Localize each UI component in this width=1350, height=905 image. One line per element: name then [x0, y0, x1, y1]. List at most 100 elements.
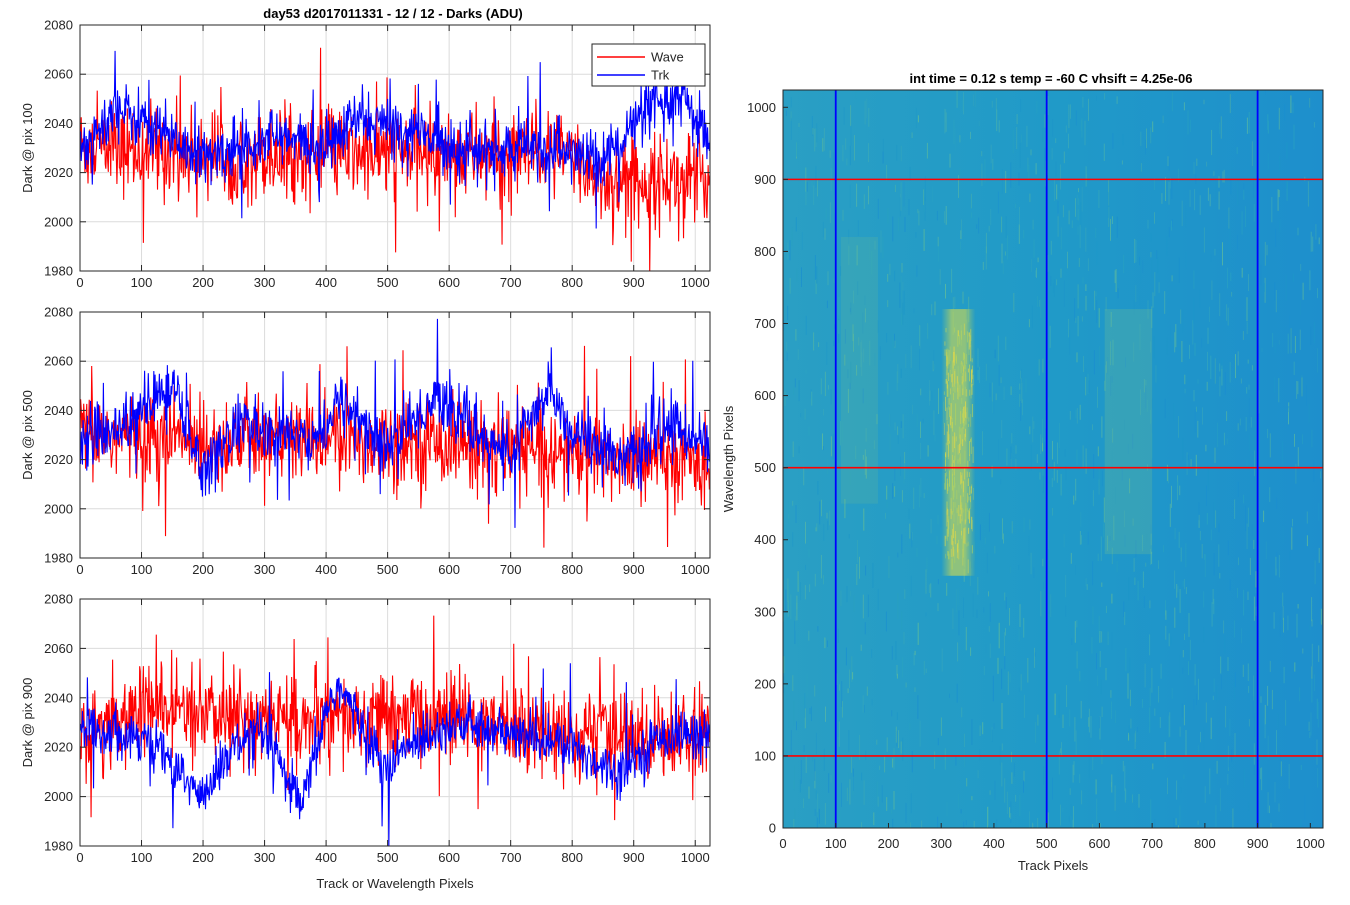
y-tick-label: 900: [754, 172, 776, 187]
figure-title: day53 d2017011331 - 12 / 12 - Darks (ADU…: [263, 6, 522, 21]
series-line-trk: [80, 50, 710, 229]
y-tick-label: 2040: [44, 403, 73, 418]
y-tick-label: 2060: [44, 354, 73, 369]
x-tick-label: 100: [131, 850, 153, 865]
x-tick-label: 500: [1036, 836, 1058, 851]
y-tick-label: 2080: [44, 18, 73, 33]
x-tick-label: 500: [377, 850, 399, 865]
y-tick-label: 600: [754, 388, 776, 403]
x-tick-label: 400: [983, 836, 1005, 851]
y-axis-label: Dark @ pix 900: [20, 678, 35, 768]
heatmap-image: [783, 90, 1323, 828]
x-tick-label: 600: [438, 275, 460, 290]
x-tick-label: 600: [438, 562, 460, 577]
y-tick-label: 800: [754, 244, 776, 259]
y-tick-label: 1980: [44, 551, 73, 566]
x-tick-label: 700: [500, 850, 522, 865]
x-tick-label: 600: [1089, 836, 1111, 851]
x-tick-label: 900: [623, 850, 645, 865]
x-tick-label: 800: [1194, 836, 1216, 851]
y-tick-label: 100: [754, 748, 776, 763]
x-tick-label: 800: [561, 562, 583, 577]
shared-x-axis-label: Track or Wavelength Pixels: [316, 876, 474, 891]
y-tick-label: 0: [769, 821, 776, 836]
x-tick-label: 200: [878, 836, 900, 851]
plot-pix-100: 0 100 200 300 400 500 600 700 800 900 1000 1980 2000…: [20, 18, 711, 290]
heatmap-axes-box: [782, 89, 1324, 829]
y-axis-label: Dark @ pix 500: [20, 390, 35, 480]
y-tick-label: 300: [754, 604, 776, 619]
y-tick-label: 500: [754, 460, 776, 475]
x-tick-label: 700: [500, 562, 522, 577]
x-tick-label: 400: [315, 850, 337, 865]
y-tick-label: 1980: [44, 839, 73, 854]
faint-band: [1104, 309, 1153, 555]
x-tick-label: 100: [825, 836, 847, 851]
x-tick-label: 500: [377, 275, 399, 290]
y-tick-label: 400: [754, 532, 776, 547]
y-tick-label: 2040: [44, 690, 73, 705]
x-tick-label: 100: [131, 562, 153, 577]
x-tick-label: 300: [254, 850, 276, 865]
x-tick-label: 0: [76, 562, 83, 577]
heatmap-y-axis-label: Wavelength Pixels: [721, 405, 736, 512]
y-tick-label: 2040: [44, 116, 73, 131]
legend-label-wave: Wave: [651, 50, 684, 65]
y-tick-label: 2060: [44, 67, 73, 82]
x-tick-label: 1000: [681, 562, 710, 577]
legend: Wave Trk: [591, 43, 706, 87]
y-tick-label: 2020: [44, 165, 73, 180]
heatmap-x-axis-label: Track Pixels: [1018, 858, 1089, 873]
y-tick-label: 700: [754, 316, 776, 331]
x-tick-label: 200: [192, 562, 214, 577]
heatmap-title: int time = 0.12 s temp = -60 C vhsift = …: [910, 71, 1193, 86]
x-tick-label: 600: [438, 850, 460, 865]
x-tick-label: 700: [1141, 836, 1163, 851]
x-tick-label: 100: [131, 275, 153, 290]
x-tick-label: 900: [1247, 836, 1269, 851]
legend-label-trk: Trk: [651, 68, 670, 83]
heatmap-dark-frame: int time = 0.12 s temp = -60 C vhsift = …: [721, 71, 1325, 873]
x-tick-label: 0: [779, 836, 786, 851]
x-tick-label: 1000: [681, 275, 710, 290]
x-tick-label: 900: [623, 275, 645, 290]
x-tick-label: 700: [500, 275, 522, 290]
series-line-trk: [80, 663, 710, 846]
y-tick-label: 1980: [44, 264, 73, 279]
y-tick-label: 2080: [44, 592, 73, 607]
series-line-wave: [80, 47, 710, 271]
y-tick-label: 2020: [44, 740, 73, 755]
y-tick-label: 2000: [44, 214, 73, 229]
y-tick-label: 2060: [44, 641, 73, 656]
x-tick-label: 400: [315, 562, 337, 577]
x-tick-label: 0: [76, 850, 83, 865]
x-tick-label: 1000: [1296, 836, 1325, 851]
axes-box: [79, 311, 711, 559]
y-tick-label: 2020: [44, 452, 73, 467]
y-tick-label: 2000: [44, 501, 73, 516]
y-tick-label: 1000: [747, 100, 776, 115]
x-tick-label: 200: [192, 275, 214, 290]
y-axis-label: Dark @ pix 100: [20, 103, 35, 193]
x-tick-label: 800: [561, 850, 583, 865]
x-tick-label: 300: [254, 562, 276, 577]
y-tick-label: 2080: [44, 305, 73, 320]
x-tick-label: 200: [192, 850, 214, 865]
series-line-trk: [80, 318, 710, 528]
axes-box: [79, 598, 711, 847]
x-tick-label: 0: [76, 275, 83, 290]
x-tick-label: 300: [930, 836, 952, 851]
series-line-wave: [80, 615, 710, 821]
x-tick-label: 900: [623, 562, 645, 577]
legend-box: [591, 43, 706, 87]
x-tick-label: 400: [315, 275, 337, 290]
y-tick-label: 200: [754, 676, 776, 691]
faint-band: [841, 237, 878, 504]
y-tick-label: 2000: [44, 789, 73, 804]
x-tick-label: 500: [377, 562, 399, 577]
x-tick-label: 1000: [681, 850, 710, 865]
plot-pix-900: 0 100 200 300 400 500 600 700 800 900 1000 1980 2000…: [20, 592, 711, 865]
axes-box: [79, 24, 711, 272]
